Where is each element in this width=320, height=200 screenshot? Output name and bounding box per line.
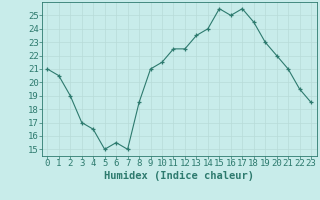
X-axis label: Humidex (Indice chaleur): Humidex (Indice chaleur) xyxy=(104,171,254,181)
